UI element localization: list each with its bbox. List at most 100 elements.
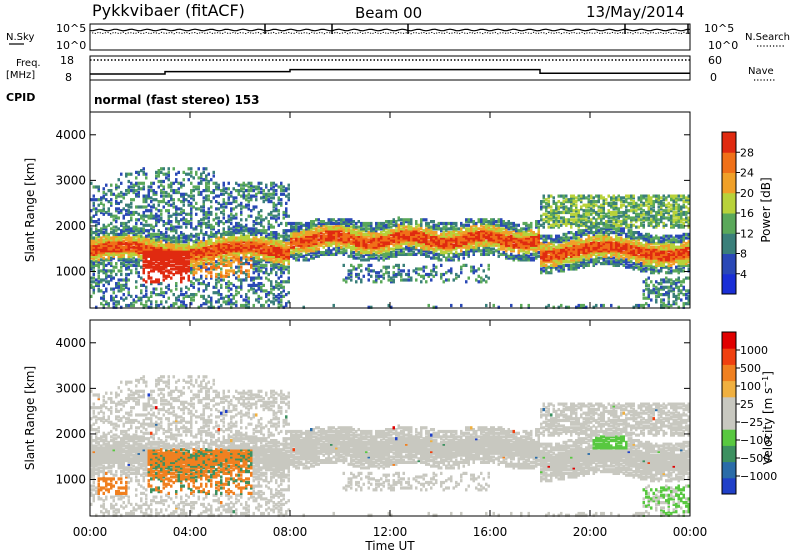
power-cell: [285, 265, 288, 269]
power-cell: [555, 220, 558, 224]
power-cell: [150, 254, 153, 258]
power-cell: [290, 221, 293, 226]
power-cell: [157, 278, 160, 282]
power-cell: [275, 263, 278, 267]
power-cell: [530, 258, 533, 262]
power-cell: [337, 234, 340, 238]
power-cell: [265, 263, 268, 267]
power-cell: [200, 252, 203, 256]
power-cell: [100, 249, 103, 253]
power-cell: [175, 283, 178, 287]
power-cell: [122, 287, 125, 291]
power-cell: [417, 232, 420, 236]
power-cell: [362, 240, 365, 244]
power-cell: [497, 218, 500, 222]
power-cell: [447, 252, 450, 256]
power-cell: [215, 232, 218, 236]
power-cell: [180, 210, 183, 215]
power-cell: [217, 185, 220, 189]
power-cell: [205, 185, 208, 189]
power-cell: [467, 234, 470, 238]
power-cell: [560, 220, 563, 224]
power-cell: [415, 227, 418, 231]
power-cell: [215, 245, 218, 249]
power-cell: [530, 256, 533, 260]
power-cell: [220, 241, 223, 246]
power-cell: [315, 251, 318, 255]
power-cell: [262, 254, 265, 258]
power-cell: [550, 236, 553, 240]
power-cell: [402, 218, 405, 222]
power-cell: [257, 229, 260, 233]
power-cell: [465, 236, 468, 240]
power-cell: [562, 252, 565, 256]
power-cell: [150, 276, 153, 280]
power-cell: [437, 241, 440, 246]
power-cell: [432, 243, 435, 247]
power-cell: [210, 265, 213, 269]
power-cell: [215, 185, 218, 189]
power-cell: [285, 194, 288, 198]
power-cell: [360, 223, 363, 227]
power-cell: [547, 265, 550, 269]
power-cell: [210, 178, 213, 182]
power-cell: [427, 227, 430, 231]
power-cell: [275, 192, 278, 196]
power-cell: [427, 223, 430, 227]
power-cell: [147, 254, 150, 258]
power-cell: [242, 229, 245, 233]
power-cell: [227, 296, 230, 300]
power-cell: [380, 256, 383, 260]
power-cell: [195, 262, 198, 266]
power-cell: [240, 210, 243, 215]
power-cell: [165, 291, 168, 295]
power-cell: [500, 241, 503, 246]
power-cell: [250, 263, 253, 267]
power-cell: [352, 245, 355, 249]
power-cell: [512, 249, 515, 253]
power-cell: [135, 189, 138, 193]
power-cell: [557, 234, 560, 238]
power-cell: [100, 245, 103, 249]
power-cell: [482, 249, 485, 253]
power-cell: [532, 247, 535, 251]
power-cell: [550, 245, 553, 249]
power-cell: [102, 232, 105, 236]
power-cell: [370, 229, 373, 233]
power-cell: [305, 236, 308, 240]
power-cell: [150, 236, 153, 240]
power-cell: [205, 285, 208, 289]
power-cell: [105, 258, 108, 262]
power-cell: [467, 241, 470, 246]
power-cell: [310, 243, 313, 247]
power-cell: [420, 274, 423, 278]
power-cell: [460, 271, 463, 275]
power-cell: [207, 282, 210, 286]
power-cell: [487, 249, 490, 253]
power-cell: [182, 196, 185, 200]
power-cell: [197, 254, 200, 258]
power-cell: [350, 252, 353, 256]
power-cell: [337, 232, 340, 236]
power-cell: [462, 251, 465, 255]
power-cell: [277, 212, 280, 216]
power-cell: [552, 254, 555, 258]
power-cell: [367, 267, 370, 271]
power-cell: [92, 254, 95, 258]
power-cell: [440, 227, 443, 231]
power-cell: [245, 198, 248, 202]
power-cell: [117, 238, 120, 242]
power-cell: [277, 232, 280, 236]
power-cell: [555, 201, 558, 205]
power-cell: [440, 234, 443, 238]
power-cell: [552, 221, 555, 226]
power-cell: [295, 240, 298, 244]
power-cell: [417, 249, 420, 253]
power-cell: [570, 267, 573, 271]
power-cell: [135, 243, 138, 247]
power-cell: [97, 276, 100, 280]
power-cell: [392, 243, 395, 247]
power-cell: [317, 232, 320, 236]
power-cell: [265, 276, 268, 280]
power-cell: [432, 220, 435, 224]
